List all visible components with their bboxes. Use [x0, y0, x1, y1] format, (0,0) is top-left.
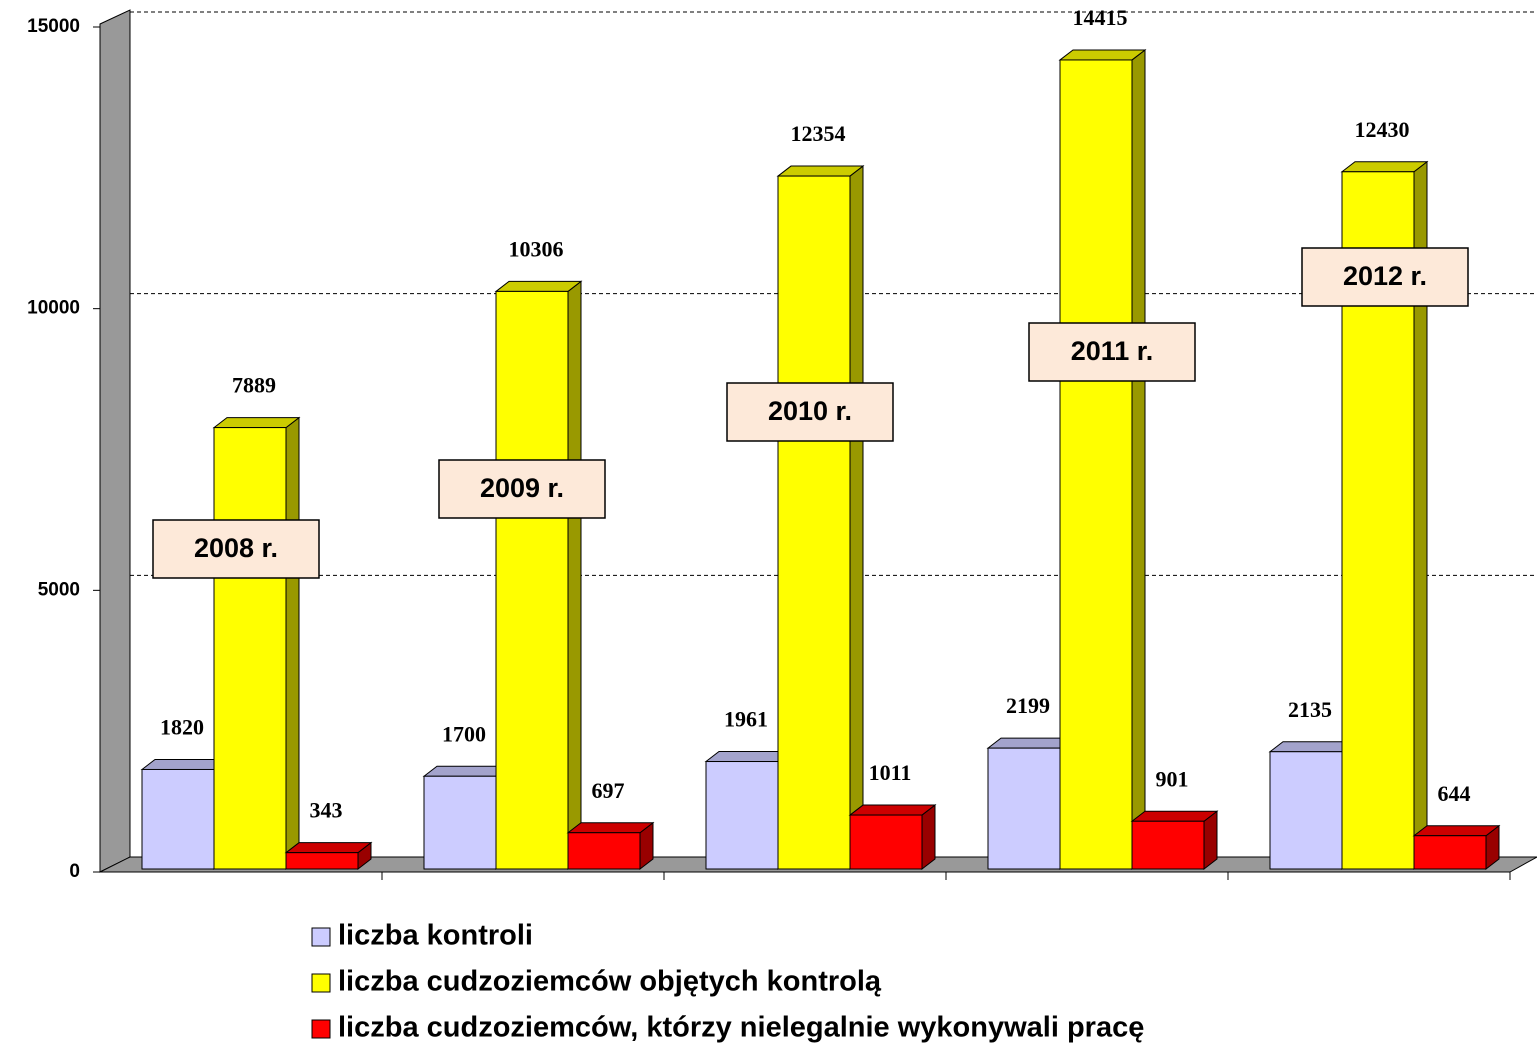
value-label: 2135 [1288, 697, 1332, 722]
category-label: 2010 r. [768, 396, 852, 426]
bar [285, 852, 359, 870]
bar-top [1340, 161, 1429, 173]
bar [141, 768, 215, 870]
value-label: 1700 [442, 721, 486, 746]
legend-swatch [311, 1019, 331, 1039]
value-label: 697 [592, 778, 625, 803]
bar-group [1058, 48, 1147, 871]
bar-side [285, 416, 300, 871]
category-label: 2008 r. [194, 533, 278, 563]
bar-side [921, 804, 936, 871]
value-label: 901 [1156, 766, 1189, 791]
bar-group [848, 804, 937, 871]
category-box [1301, 247, 1469, 307]
bar-group [284, 841, 373, 871]
category-box [152, 519, 320, 579]
side-wall [99, 9, 131, 873]
bar [705, 761, 779, 870]
bar-top [494, 280, 583, 292]
value-label: 10306 [509, 236, 564, 261]
bar [213, 427, 287, 870]
legend-label: liczba cudzoziemców objętych kontrolą [338, 966, 882, 998]
bar-group [494, 280, 583, 871]
value-label: 1011 [869, 760, 912, 785]
y-tick-label: 5000 [38, 579, 80, 600]
bar [423, 775, 497, 870]
y-tick-label: 0 [69, 861, 80, 882]
category-label: 2012 r. [1343, 261, 1427, 291]
bar-top [1058, 49, 1147, 61]
value-label: 1961 [724, 707, 768, 732]
value-label: 2199 [1006, 693, 1050, 718]
bar-group [212, 416, 301, 871]
category-box [1028, 322, 1196, 382]
bar-top [776, 165, 865, 177]
bar-top [848, 804, 937, 816]
bar [1413, 835, 1487, 870]
legend-swatch [311, 973, 331, 993]
bar [777, 175, 851, 870]
bar [1059, 59, 1133, 870]
value-label: 14415 [1073, 5, 1128, 30]
value-label: 12354 [791, 121, 846, 146]
bar-group [566, 821, 655, 871]
bar [849, 814, 923, 870]
bar-side [567, 280, 582, 871]
category-box [726, 382, 894, 442]
value-label: 12430 [1355, 117, 1410, 142]
bar-top [212, 417, 301, 429]
bar-top [1412, 825, 1501, 837]
value-label: 343 [310, 798, 343, 823]
category-box [438, 459, 606, 519]
category-label: 2009 r. [480, 473, 564, 503]
bar [1131, 820, 1205, 870]
bar-top [566, 822, 655, 834]
legend-swatch [311, 927, 331, 947]
bar-side [849, 165, 864, 871]
bar-group [1412, 824, 1501, 871]
value-label: 644 [1438, 781, 1471, 806]
legend-label: liczba cudzoziemców, którzy nielegalnie … [338, 1012, 1144, 1044]
bar-side [1131, 48, 1146, 871]
y-tick-label: 10000 [27, 298, 80, 319]
bar-group [776, 165, 865, 871]
bar [1269, 751, 1343, 870]
bar-top [284, 842, 373, 854]
value-label: 7889 [232, 373, 276, 398]
bar [567, 832, 641, 870]
y-tick-label: 15000 [27, 16, 80, 37]
category-label: 2011 r. [1071, 336, 1154, 366]
bar-top [1130, 810, 1219, 822]
bar-group [1130, 810, 1219, 871]
value-label: 1820 [160, 715, 204, 740]
bar [987, 747, 1061, 870]
legend-label: liczba kontroli [338, 920, 533, 952]
bar [495, 290, 569, 870]
